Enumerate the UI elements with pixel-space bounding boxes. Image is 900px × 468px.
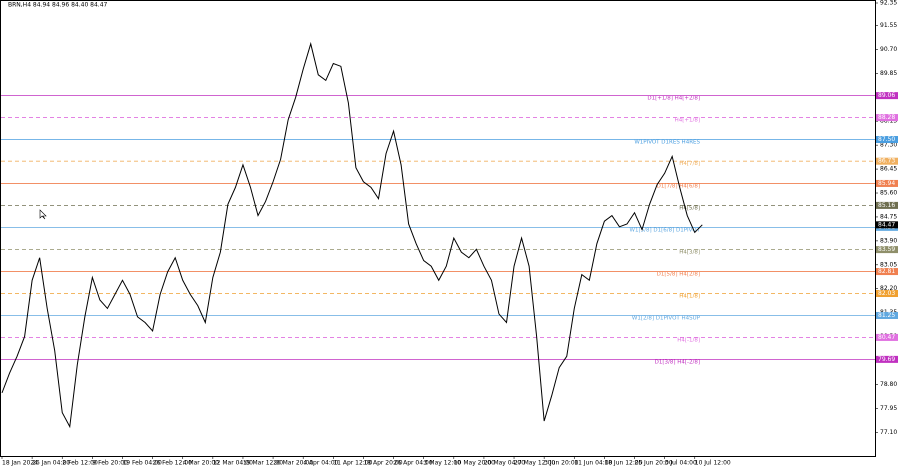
x-tick-label: 26 Jan 04:00	[32, 460, 70, 467]
y-tick-label: 82.20	[880, 285, 897, 292]
level-label: D1[5/8] H4[2/8]	[657, 272, 700, 278]
level-tag-label: 79.69	[878, 356, 895, 363]
level-tag	[876, 114, 898, 122]
y-tick-label: 89.85	[880, 70, 897, 77]
x-tick-label: 11 Apr 12:00	[333, 460, 372, 467]
level-tag	[876, 311, 898, 319]
level-tag	[876, 201, 898, 209]
x-tick-label: 4 Apr 04:00	[303, 460, 338, 467]
level-label: D1[3/8] H4[-2/8]	[655, 359, 700, 365]
level-tag	[876, 246, 898, 254]
x-tick-label: 10 Jul 12:00	[695, 460, 731, 467]
level-label: W1[5/8] D1[6/8] D1PIVOT	[630, 227, 701, 233]
y-tick-label: 87.30	[880, 142, 897, 149]
x-tick-label: 18 Jun 12:00	[604, 460, 642, 467]
x-tick-label: 9 Feb 20:00	[92, 460, 128, 467]
y-tick-label: 84.75	[880, 213, 897, 220]
y-tick-label: 78.80	[880, 381, 897, 388]
y-tick-label: 83.05	[880, 261, 897, 268]
level-label: D1[+1/8] H4[+2/8]	[647, 96, 700, 102]
y-tick-label: 86.45	[880, 166, 897, 173]
level-tag	[876, 290, 898, 298]
x-tick-label: 27 May 12:00	[514, 460, 555, 467]
level-tag-label: 82.03	[878, 290, 895, 297]
chart-title: BRN,H4 84.94 84.96 84.40 84.47	[8, 2, 108, 9]
level-tag-label: 80.47	[878, 334, 895, 341]
price-line	[1, 41, 703, 429]
x-tick-label: 18 Apr 20:00	[363, 460, 402, 467]
last-price-tag	[876, 221, 898, 229]
x-tick-label: 19 Feb 04:00	[122, 460, 162, 467]
x-tick-label: 20 May 04:00	[484, 460, 525, 467]
level-tag-label: 82.81	[878, 268, 895, 275]
level-tag-label: 87.50	[878, 136, 895, 143]
level-label: H4[7/8]	[679, 161, 700, 167]
x-tick-label: 3 Jun 20:00	[544, 460, 578, 467]
x-tick-label: 3 Jul 04:00	[665, 460, 697, 467]
x-tick-label: 26 Feb 12:00	[153, 460, 193, 467]
level-tag	[876, 333, 898, 341]
level-tag-label: 88.28	[878, 114, 895, 121]
level-tag-label: 85.94	[878, 180, 895, 187]
y-tick-label: 92.35	[880, 0, 897, 7]
x-tick-label: 26 Apr 04:00	[394, 460, 433, 467]
level-tag	[876, 92, 898, 100]
level-label: H4[1/8]	[679, 294, 700, 300]
y-tick-label: 88.15	[880, 118, 897, 125]
x-tick-label: 3 May 12:00	[424, 460, 462, 467]
level-tag	[876, 179, 898, 187]
level-tag	[876, 157, 898, 165]
x-tick-label: 12 Mar 04:00	[213, 460, 253, 467]
y-tick-label: 77.10	[880, 429, 897, 436]
x-tick-label: 19 Mar 12:00	[243, 460, 283, 467]
x-tick-label: 11 Jun 04:00	[574, 460, 612, 467]
y-tick-label: 91.55	[880, 22, 897, 29]
level-tag-label: 89.06	[878, 92, 895, 99]
y-tick-label: 85.60	[880, 190, 897, 197]
level-label: H4[+1/8]	[675, 118, 700, 124]
level-label: D1[7/8] H4[6/8]	[657, 183, 700, 189]
level-tag-label: 81.25	[878, 312, 895, 319]
y-tick-label: 83.90	[880, 237, 897, 244]
level-tag	[876, 355, 898, 363]
level-label: H4[5/8]	[679, 205, 700, 211]
x-tick-label: 25 Jun 20:00	[635, 460, 673, 467]
level-tag	[876, 136, 898, 144]
level-label: H4[3/8]	[679, 250, 700, 256]
x-tick-label: 18 Jan 2024	[2, 460, 38, 467]
x-tick-label: 26 Mar 20:00	[273, 460, 313, 467]
level-tag-label: 83.59	[878, 246, 895, 253]
level-label: H4[-1/8]	[677, 337, 700, 343]
level-label: W1PIVOT D1RES H4RES	[634, 140, 700, 146]
x-tick-label: 4 Mar 20:00	[183, 460, 219, 467]
last-price-label: 84.47	[878, 221, 895, 228]
y-tick-label: 90.70	[880, 46, 897, 53]
cursor	[39, 209, 47, 220]
level-tag-label: 85.16	[878, 202, 895, 209]
level-tag	[876, 268, 898, 276]
x-tick-label: 2 Feb 12:00	[62, 460, 98, 467]
plot-frame	[0, 0, 876, 457]
x-tick-label: 10 May 20:00	[454, 460, 495, 467]
level-tag-label: 86.73	[878, 158, 895, 165]
y-tick-label: 77.95	[880, 405, 897, 412]
level-label: W1[2/8] D1PIVOT H4SUP	[632, 315, 701, 321]
